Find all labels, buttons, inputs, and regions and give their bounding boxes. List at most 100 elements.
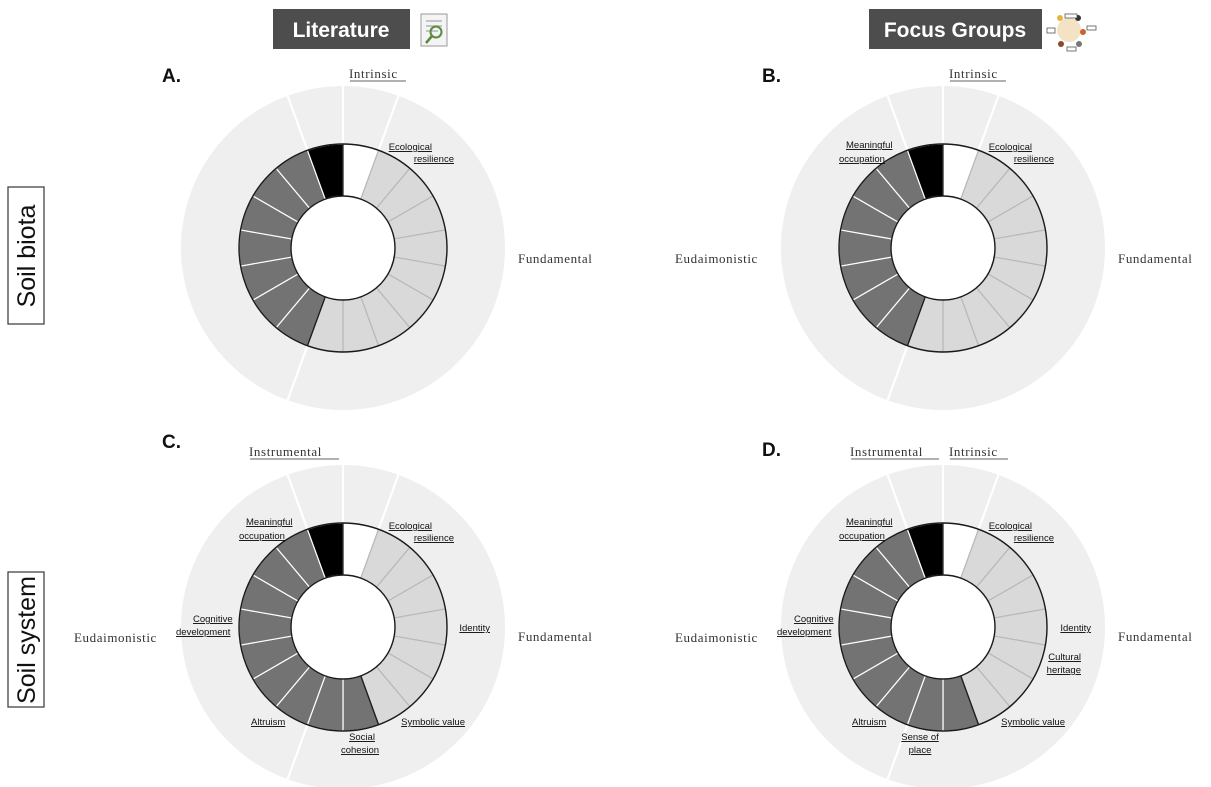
panel-c-label-symbolic-value: Symbolic value xyxy=(401,717,465,728)
document-magnifier-icon xyxy=(420,13,448,47)
svg-text:Social: Social xyxy=(349,732,375,743)
outer-divider-2 xyxy=(885,93,909,151)
header-literature-text: Literature xyxy=(293,19,390,42)
row-label-soil-biota-box xyxy=(7,186,45,325)
outer-divider-2 xyxy=(285,472,309,530)
panel-c-label-ecological-resilience: Ecological resilience xyxy=(389,521,454,544)
panel-d-instrumental-label: Instrumental xyxy=(850,444,923,459)
panel-b-label-ecological-resilience: Ecological resilience xyxy=(989,142,1054,165)
svg-text:Sense of: Sense of xyxy=(901,732,939,743)
panel-d-donut xyxy=(781,463,1105,787)
panel-b-intrinsic-label: Intrinsic xyxy=(949,66,998,81)
panel-d-label-identity: Identity xyxy=(1060,623,1091,634)
panel-c-eudaimonistic-label: Eudaimonistic xyxy=(74,630,157,645)
panel-d-label-altruism: Altruism xyxy=(852,717,886,728)
outer-divider-2 xyxy=(285,93,309,151)
svg-text:Meaningful: Meaningful xyxy=(246,517,292,528)
group-boundary xyxy=(906,296,926,346)
svg-text:resilience: resilience xyxy=(414,154,454,165)
svg-text:Cultural: Cultural xyxy=(1048,652,1081,663)
svg-text:Cognitive: Cognitive xyxy=(794,614,834,625)
panel-c-donut xyxy=(181,463,505,787)
ring-inner-outline xyxy=(290,574,396,680)
svg-text:development: development xyxy=(176,627,231,638)
svg-text:occupation: occupation xyxy=(239,531,285,542)
header-focus-groups-text: Focus Groups xyxy=(884,19,1026,42)
outer-divider-3 xyxy=(285,724,309,782)
panel-c-label-cognitive-development: Cognitive development xyxy=(176,614,233,638)
panel-d-label-ecological-resilience: Ecological resilience xyxy=(989,521,1054,544)
panel-a-donut xyxy=(181,84,505,410)
panel-d-eudaimonistic-label: Eudaimonistic xyxy=(675,630,758,645)
ring-inner-outline xyxy=(890,574,996,680)
panel-a-intrinsic-label: Intrinsic xyxy=(349,66,398,81)
svg-text:occupation: occupation xyxy=(839,154,885,165)
panel-b-fundamental-label: Fundamental xyxy=(1118,251,1192,266)
group-boundary xyxy=(360,675,380,725)
panel-a-letter: A. xyxy=(162,66,181,87)
ring-inner-outline xyxy=(290,195,396,301)
panel-d-label-meaningful-occupation: Meaningful occupation xyxy=(839,517,892,542)
panel-c-label-altruism: Altruism xyxy=(251,717,285,728)
panel-c-label-social-cohesion: Social cohesion xyxy=(341,732,379,756)
panel-c-label-identity: Identity xyxy=(459,623,490,634)
row-label-soil-biota: Soil biota xyxy=(7,186,45,325)
group-boundary xyxy=(306,296,326,346)
panel-d-label-cultural-heritage: Cultural heritage xyxy=(1047,652,1081,676)
header-focus-groups: Focus Groups xyxy=(869,9,1097,52)
svg-text:development: development xyxy=(777,627,832,638)
panel-a-label-ecological-resilience: Ecological resilience xyxy=(389,142,454,165)
panel-b-donut xyxy=(781,84,1105,410)
panel-a-fundamental-label: Fundamental xyxy=(518,251,592,266)
panel-a: A. Intrinsic Fundamental Ecological resi… xyxy=(162,66,592,410)
row-label-soil-system-text: Soil system xyxy=(13,576,41,704)
group-boundary xyxy=(960,675,980,725)
svg-text:heritage: heritage xyxy=(1047,665,1081,676)
outer-divider-1 xyxy=(377,472,401,530)
svg-text:Ecological: Ecological xyxy=(989,142,1032,153)
panel-c-fundamental-label: Fundamental xyxy=(518,629,592,644)
row-label-soil-system: Soil system xyxy=(7,571,45,708)
svg-text:Ecological: Ecological xyxy=(389,521,432,532)
header-literature: Literature xyxy=(273,9,448,49)
outer-divider-1 xyxy=(977,93,1001,151)
outer-divider-1 xyxy=(977,472,1001,530)
row-label-soil-biota-text: Soil biota xyxy=(13,204,41,307)
svg-text:Ecological: Ecological xyxy=(989,521,1032,532)
svg-text:resilience: resilience xyxy=(1014,533,1054,544)
panel-c-instrumental-label: Instrumental xyxy=(249,444,322,459)
panel-d: D. Instrumental Intrinsic Fundamental Eu… xyxy=(675,440,1192,787)
panel-c-label-meaningful-occupation: Meaningful occupation xyxy=(239,517,292,542)
svg-text:resilience: resilience xyxy=(414,533,454,544)
panel-b: B. Intrinsic Fundamental Eudaimonistic E… xyxy=(675,66,1192,410)
row-label-soil-system-box xyxy=(7,571,45,708)
panel-d-letter: D. xyxy=(762,440,781,461)
svg-text:cohesion: cohesion xyxy=(341,745,379,756)
svg-text:resilience: resilience xyxy=(1014,154,1054,165)
svg-text:Meaningful: Meaningful xyxy=(846,517,892,528)
svg-text:Meaningful: Meaningful xyxy=(846,140,892,151)
header-focus-groups-box xyxy=(869,9,1042,49)
svg-text:Ecological: Ecological xyxy=(389,142,432,153)
panel-b-label-meaningful-occupation: Meaningful occupation xyxy=(839,140,892,165)
panel-d-intrinsic-label: Intrinsic xyxy=(949,444,998,459)
outer-divider-1 xyxy=(377,93,401,151)
panel-c: C. Instrumental Fundamental Eudaimonisti… xyxy=(74,432,592,787)
panel-c-letter: C. xyxy=(162,432,181,453)
panel-d-label-cognitive-development: Cognitive development xyxy=(777,614,834,638)
focus-group-table-icon xyxy=(1046,13,1097,52)
outer-divider-3 xyxy=(885,345,909,403)
outer-divider-3 xyxy=(885,724,909,782)
panel-b-eudaimonistic-label: Eudaimonistic xyxy=(675,251,758,266)
panel-d-label-symbolic-value: Symbolic value xyxy=(1001,717,1065,728)
outer-divider-3 xyxy=(285,345,309,403)
svg-text:Cognitive: Cognitive xyxy=(193,614,233,625)
outer-divider-2 xyxy=(885,472,909,530)
svg-text:occupation: occupation xyxy=(839,531,885,542)
panel-d-label-sense-of-place: Sense of place xyxy=(901,732,939,756)
header-literature-box xyxy=(273,9,410,49)
ring-inner-outline xyxy=(890,195,996,301)
panel-b-letter: B. xyxy=(762,66,781,87)
panel-d-fundamental-label: Fundamental xyxy=(1118,629,1192,644)
